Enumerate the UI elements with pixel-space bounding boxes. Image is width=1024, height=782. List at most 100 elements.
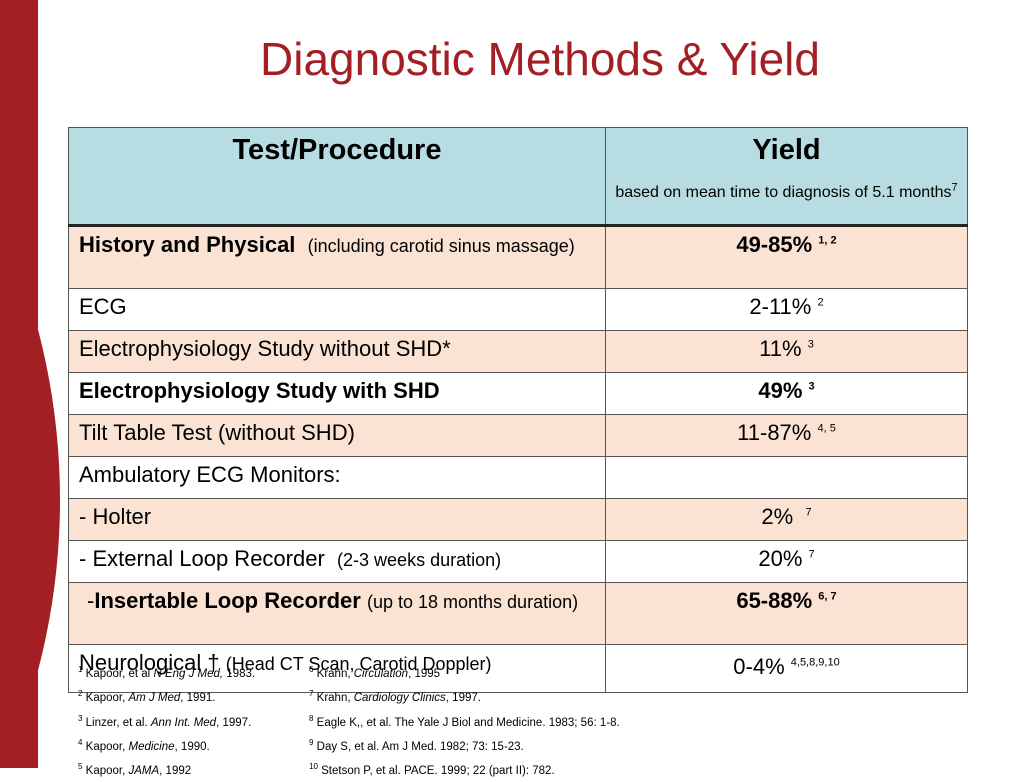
test-note: (2-3 weeks duration) [337,550,502,570]
footnote-journal: JAMA [128,765,160,778]
footnote-year: 1983. [223,667,256,680]
header-yield-label: Yield [752,134,821,166]
header-yield-subtitle: based on mean time to diagnosis of 5.1 m… [606,181,967,203]
footnotes-left: 1 Kapoor, et al N Eng J Med, 1983. 2 Kap… [78,660,255,782]
footnote-number: 8 [309,713,314,723]
footnote-number: 4 [78,737,83,747]
yield-ref: 7 [805,506,812,519]
table-row: History and Physical (including carotid … [68,225,968,289]
test-cell: - Holter [68,498,606,541]
test-name: ECG [79,294,127,319]
footnote: 9 Day S, et al. Am J Med. 1982; 73: 15-2… [309,733,620,757]
header-yield: Yield based on mean time to diagnosis of… [605,127,968,227]
yield-value: 49-85% [736,232,813,257]
footnote-text: Kapoor, [85,692,129,705]
test-name: Neurological † [79,650,220,675]
yield-ref: 3 [807,338,814,351]
yield-ref: 2 [817,296,824,309]
test-cell: -Insertable Loop Recorder (up to 18 mont… [68,582,606,645]
footnote-text: Day S, et al. Am J Med. 1982; 73: 15-23. [316,740,524,753]
footnote-year: , 1992 [159,765,192,778]
header-test-procedure: Test/Procedure [68,127,606,227]
table-row: Tilt Table Test (without SHD) 11-87% 4, … [68,414,968,457]
header-yield-subtitle-ref: 7 [951,181,958,194]
footnote: 8 Eagle K,, et al. The Yale J Biol and M… [309,709,620,733]
footnote: 4 Kapoor, Medicine, 1990. [78,733,255,757]
footnote-number: 6 [309,665,314,674]
yield-cell: 11% 3 [605,330,968,373]
table-header-row: Test/Procedure Yield based on mean time … [68,127,968,227]
test-name: History and Physical [79,232,296,257]
header-yield-subtitle-text: based on mean time to diagnosis of 5.1 m… [615,184,952,201]
yield-cell: 11-87% 4, 5 [605,414,968,457]
test-name: Insertable Loop Recorder [94,588,361,613]
table-row: Neurological † (Head CT Scan, Carotid Do… [68,644,968,693]
footnotes-right: 6 Krahn, Circulation, 1995 7 Krahn, Card… [309,660,620,782]
footnote-journal: Circulation [353,667,409,680]
table-row: ECG 2-11% 2 [68,288,968,331]
yield-value: 49% [758,378,803,403]
yield-ref: 3 [808,380,815,393]
footnote: 10 Stetson P, et al. PACE. 1999; 22 (par… [309,757,620,781]
footnote-number: 5 [78,762,83,772]
footnote-year: , 1995 [408,667,441,680]
test-cell: - External Loop Recorder (2-3 weeks dura… [68,540,606,583]
yield-ref: 7 [808,548,815,561]
yield-cell: 20% 7 [605,540,968,583]
test-cell: Neurological † (Head CT Scan, Carotid Do… [68,644,606,693]
test-cell: ECG [68,288,606,331]
test-prefix: - [87,588,95,613]
footnote-journal: Ann Int. Med [150,716,217,729]
yield-value: 65-88% [736,588,813,613]
yield-cell [605,456,968,499]
yield-value: 2-11% [749,294,812,319]
test-name: Ambulatory ECG Monitors: [79,462,341,487]
yield-cell: 2% 7 [605,498,968,541]
footnote-journal: Am J Med [128,692,181,705]
yield-value: 0-4% [733,654,785,679]
footnote-text: Kapoor, et al [85,667,154,680]
test-note: (up to 18 months duration) [366,592,579,612]
footnote-text: Krahn, [316,692,354,705]
yield-ref: 4, 5 [817,422,836,435]
test-cell: Tilt Table Test (without SHD) [68,414,606,457]
footnote-text: Stetson P, et al. PACE. 1999; 22 (part I… [321,765,555,778]
test-cell: Ambulatory ECG Monitors: [68,456,606,499]
test-note: (Head CT Scan, Carotid Doppler) [225,654,492,674]
footnote-text: Kapoor, [85,765,129,778]
footnote-number: 10 [309,762,318,772]
table-row: Ambulatory ECG Monitors: [68,456,968,499]
yield-value: 11-87% [737,420,812,445]
yield-cell: 65-88% 6, 7 [605,582,968,645]
header-test-label: Test/Procedure [232,134,442,166]
footnote-journal: Cardiology Clinics [353,692,446,705]
table-row: Electrophysiology Study without SHD* 11%… [68,330,968,373]
yield-value: 20% [758,546,803,571]
test-name: Tilt Table Test (without SHD) [79,420,355,445]
footnote-text: Krahn, [316,667,354,680]
footnote-journal: N Eng J Med, [153,667,224,680]
footnote: 5 Kapoor, JAMA, 1992 [78,757,255,781]
test-note: (including carotid sinus massage) [307,236,575,256]
footnote-year: , 1991. [180,692,216,705]
footnote: 7 Krahn, Cardiology Clinics, 1997. [309,684,620,708]
yield-value: 11% [759,336,802,361]
footnote-year: , 1997. [445,692,481,705]
yield-ref: 1, 2 [818,234,837,247]
footnote-number: 7 [309,689,314,699]
yield-ref: 4,5,8,9,10 [790,656,840,669]
table-row: - Holter 2% 7 [68,498,968,541]
yield-cell: 2-11% 2 [605,288,968,331]
yield-value: 2% [761,504,794,529]
footnote: 6 Krahn, Circulation, 1995 [309,660,620,684]
footnote-text: Eagle K,, et al. The Yale J Biol and Med… [316,716,620,729]
decorative-side-bar [0,0,38,768]
yield-cell: 0-4% 4,5,8,9,10 [605,644,968,693]
yield-table: Test/Procedure Yield based on mean time … [68,127,968,693]
footnote: 1 Kapoor, et al N Eng J Med, 1983. [78,660,255,684]
test-name: Electrophysiology Study with SHD [79,378,440,403]
footnote: 2 Kapoor, Am J Med, 1991. [78,684,255,708]
yield-cell: 49% 3 [605,372,968,415]
test-cell: History and Physical (including carotid … [68,225,606,289]
table-row: -Insertable Loop Recorder (up to 18 mont… [68,582,968,645]
